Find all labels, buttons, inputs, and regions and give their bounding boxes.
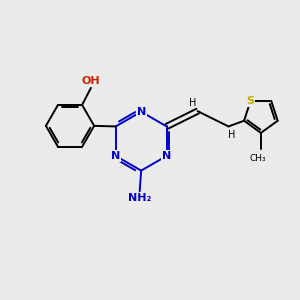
Text: CH₃: CH₃ [250,154,266,164]
Text: N: N [136,107,146,117]
Text: N: N [111,151,120,161]
Text: NH₂: NH₂ [128,193,152,203]
Text: H: H [190,98,197,108]
Text: S: S [247,96,254,106]
Text: OH: OH [82,76,100,86]
Text: N: N [162,151,171,161]
Text: H: H [228,130,235,140]
